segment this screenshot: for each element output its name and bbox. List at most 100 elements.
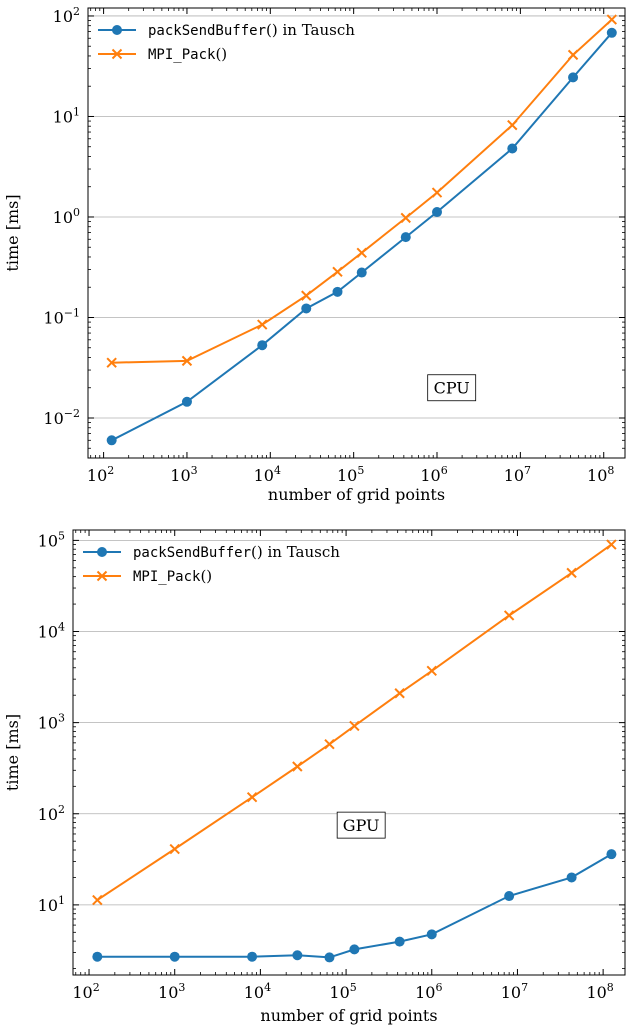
x-tick-label: 103: [158, 981, 185, 1002]
legend-label-text: () in Tausch: [251, 543, 340, 561]
y-tick-exponent: −1: [64, 306, 80, 319]
data-point: [324, 952, 335, 963]
series-line: [111, 32, 613, 442]
data-point: [400, 212, 411, 224]
y-tick-exponent: 3: [58, 712, 65, 725]
x-tick-exponent: 5: [350, 981, 357, 994]
data-point: [394, 688, 405, 699]
data-point: [92, 951, 103, 962]
y-tick-label: 102: [38, 803, 65, 824]
legend-label-code: MPI_Pack: [148, 47, 216, 63]
chart-panel-1: 102 103 104 105 106 107 10810−210−1100101102nu…: [3, 5, 626, 504]
legend-label-code: packSendBuffer: [148, 23, 266, 39]
data-point: [301, 290, 312, 301]
data-point: [503, 610, 515, 621]
data-point: [292, 761, 303, 772]
y-tick-exponent: 0: [73, 206, 80, 219]
y-tick-exponent: 1: [73, 105, 80, 118]
data-point: [507, 119, 518, 131]
x-tick-exponent: 4: [274, 464, 281, 477]
data-point: [349, 944, 360, 955]
data-point: [394, 936, 405, 947]
data-point: [400, 232, 411, 243]
x-tick-label: 102: [72, 981, 99, 1002]
x-tick-exponent: 7: [524, 464, 531, 477]
series-line: [97, 853, 612, 959]
y-tick-exponent: 2: [73, 5, 80, 18]
x-tick-label: 107: [501, 981, 528, 1002]
x-tick-label: 107: [504, 464, 531, 485]
x-tick-label: 104: [254, 464, 281, 485]
data-point: [567, 49, 579, 61]
x-tick-exponent: 2: [93, 981, 100, 994]
data-point: [566, 872, 577, 883]
data-point: [349, 720, 360, 732]
y-tick-exponent: 5: [58, 529, 65, 542]
series-1: [92, 849, 617, 963]
x-tick-exponent: 5: [357, 464, 364, 477]
y-tick-label: 105: [38, 529, 65, 550]
y-tick-exponent: 2: [58, 803, 65, 816]
data-point: [106, 357, 117, 368]
annotation-box: CPU: [427, 374, 477, 402]
data-point: [504, 891, 515, 902]
legend: packSendBuffer() in Tausch MPI_Pack(): [83, 543, 340, 585]
x-tick-label: 104: [244, 981, 271, 1002]
data-point: [606, 849, 617, 860]
annotation-frame: [427, 374, 477, 402]
legend-label-text: (): [215, 45, 227, 63]
plot-frame: [72, 529, 626, 976]
annotation-box: GPU: [336, 811, 386, 839]
x-tick-exponent: 8: [607, 464, 614, 477]
data-point: [568, 72, 579, 83]
plot-frame: [87, 7, 626, 459]
data-point: [181, 355, 193, 367]
legend-marker: [112, 25, 122, 35]
y-tick-label: 100: [53, 206, 80, 227]
y-tick-exponent: 4: [58, 621, 65, 634]
x-tick-label: 105: [329, 981, 356, 1002]
x-tick-exponent: 4: [264, 981, 271, 994]
data-point: [301, 303, 312, 314]
x-axis-label: number of grid points: [268, 485, 445, 504]
data-point: [426, 929, 437, 940]
legend-marker: [97, 547, 107, 557]
series-1: [106, 27, 617, 446]
annotation-label: CPU: [434, 379, 470, 398]
data-point: [181, 396, 192, 407]
data-point: [332, 266, 343, 277]
legend-label-code: MPI_Pack: [133, 569, 201, 585]
legend-label: MPI_Pack(): [148, 45, 227, 63]
data-point: [324, 738, 335, 750]
data-point: [332, 286, 343, 297]
data-point: [246, 791, 258, 803]
data-point: [169, 951, 180, 962]
legend-marker: [111, 48, 123, 60]
x-tick-exponent: 7: [521, 981, 528, 994]
data-point: [356, 247, 367, 259]
data-point: [356, 267, 367, 278]
data-point: [507, 143, 518, 154]
series-2: [92, 539, 617, 906]
data-point: [606, 14, 618, 25]
data-point: [92, 894, 103, 906]
x-tick-label: 106: [415, 981, 442, 1002]
y-tick-label: 102: [53, 5, 80, 26]
annotation-frame: [336, 811, 386, 839]
y-tick-label: 103: [38, 712, 65, 733]
chart-panel-2: 102 103 104 105 106 107 108 101 102 103 104 105 numb…: [3, 529, 626, 1025]
legend-label-code: packSendBuffer: [133, 545, 251, 561]
legend-label: MPI_Pack(): [133, 567, 212, 585]
data-point: [247, 951, 258, 962]
y-tick-label: 10−2: [43, 407, 80, 428]
legend: packSendBuffer() in Tausch MPI_Pack(): [98, 21, 355, 63]
y-tick-exponent: 1: [58, 894, 65, 907]
x-axis-label: number of grid points: [260, 1006, 437, 1025]
y-axis-label: time [ms]: [3, 714, 22, 791]
x-tick-exponent: 3: [178, 981, 185, 994]
data-point: [292, 950, 303, 961]
data-point: [426, 665, 437, 677]
x-tick-exponent: 2: [107, 464, 114, 477]
